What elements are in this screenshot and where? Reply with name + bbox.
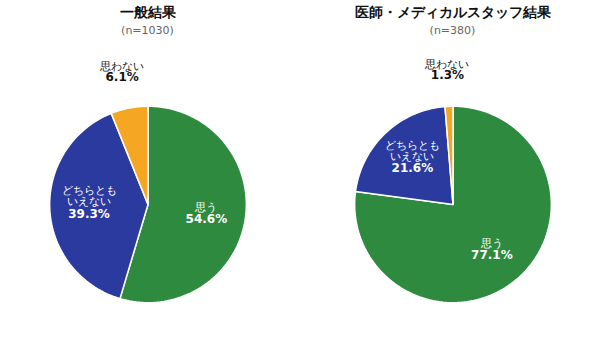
svg-text:77.1%: 77.1% bbox=[471, 248, 513, 262]
svg-text:どちらともいえない: どちらともいえない bbox=[62, 184, 117, 208]
svg-text:思う: 思う bbox=[195, 201, 218, 214]
svg-text:思う: 思う bbox=[480, 236, 503, 250]
svg-text:6.1%: 6.1% bbox=[106, 70, 139, 84]
html-text:(n=1030): (n=1030) bbox=[121, 24, 174, 37]
html-text:医師・メディカルスタッフ結果: 医師・メディカルスタッフ結果 bbox=[354, 4, 551, 20]
svg-text:どちらともいえない: どちらともいえない bbox=[385, 139, 440, 163]
svg-text:21.6%: 21.6% bbox=[392, 161, 434, 175]
svg-text:思わない: 思わない bbox=[100, 60, 145, 74]
svg-text:54.6%: 54.6% bbox=[186, 212, 228, 226]
svg-text:39.3%: 39.3% bbox=[68, 207, 110, 221]
html-text:一般結果: 一般結果 bbox=[119, 4, 176, 20]
html-text:(n=380): (n=380) bbox=[429, 24, 476, 37]
svg-text:1.3%: 1.3% bbox=[431, 68, 464, 82]
svg-text:思わない: 思わない bbox=[425, 58, 470, 71]
